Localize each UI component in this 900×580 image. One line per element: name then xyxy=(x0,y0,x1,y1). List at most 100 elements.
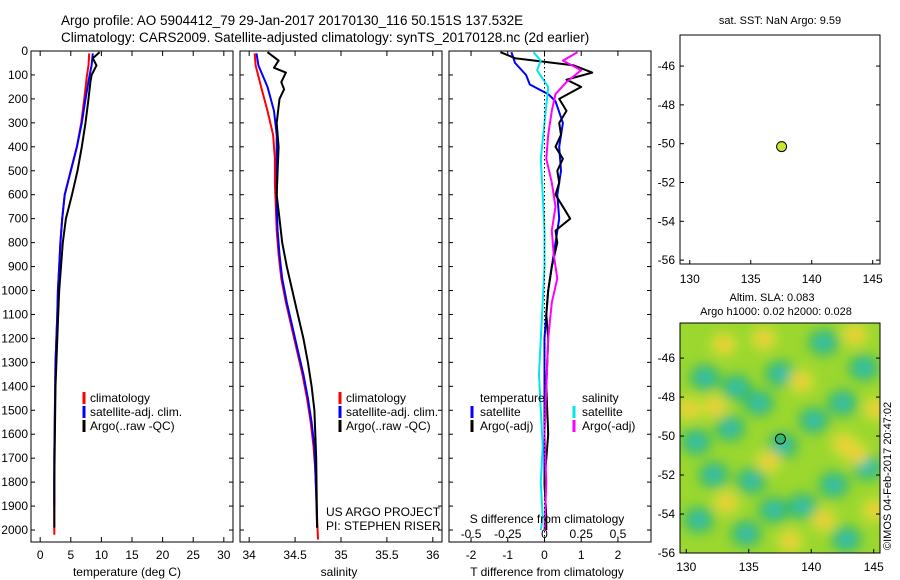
legend-argo-label: Argo(..raw -QC) xyxy=(346,419,431,433)
depth-tick-label: 1400 xyxy=(1,379,28,393)
depth-tick-label: 1500 xyxy=(1,403,28,417)
depth-tick-label: 800 xyxy=(8,236,28,250)
temperature-xtick-label: 0 xyxy=(37,548,44,562)
altimetry-plot-frame xyxy=(679,322,881,554)
sla-low-core xyxy=(744,474,759,487)
sla-low-core xyxy=(691,513,706,526)
temperature-xtick-label: 5 xyxy=(67,548,74,562)
axes-ticks: 0 5 10 15 20 25 30 34 34.5 35 35.5 36 -2 -1 0 1 2 -0.5 -0.… xyxy=(31,50,884,574)
altimetry-ytick-label: -50 xyxy=(658,429,676,443)
legend-satellite-label: satellite-adj. clim. xyxy=(90,405,182,419)
legend-s-satellite-label: satellite xyxy=(582,405,623,419)
difference-top-tick-label: 0 xyxy=(541,527,548,541)
difference-xtick-label: 2 xyxy=(615,548,622,562)
position-ytick-label: -46 xyxy=(658,59,676,73)
sla-high-core xyxy=(721,497,732,508)
sla-low-core xyxy=(839,533,854,546)
sla-high-core xyxy=(758,333,769,344)
altimetry-position-fill xyxy=(776,434,785,443)
depth-tick-label: 500 xyxy=(8,164,28,178)
position-ytick-label: -52 xyxy=(658,175,676,189)
depth-tick-label: 1600 xyxy=(1,427,28,441)
altimetry-xtick-label: 145 xyxy=(864,560,884,574)
position-ytick-label: -56 xyxy=(658,253,676,267)
sla-high-core xyxy=(796,376,807,387)
legend-climatology-label: climatology xyxy=(90,391,150,405)
salinity-line-satellite-adj-clim- xyxy=(255,53,319,528)
difference-xtick-label: -1 xyxy=(502,548,513,562)
depth-tick-label: 1700 xyxy=(1,451,28,465)
difference-xlabel: T difference from climatology xyxy=(470,565,624,579)
altimetry-xtick-label: 130 xyxy=(676,560,696,574)
difference-xtick-label: 1 xyxy=(578,548,585,562)
difference-legend: temperature satellite Argo(-adj) salinit… xyxy=(470,391,635,433)
sla-high-core xyxy=(785,536,795,547)
depth-tick-label: 900 xyxy=(8,260,28,274)
sla-high-core xyxy=(851,448,862,459)
altimetry-xtick-label: 135 xyxy=(739,560,759,574)
sla-high-core xyxy=(818,514,829,525)
position-ytick-label: -54 xyxy=(658,214,676,228)
temperature-xtick-label: 25 xyxy=(187,548,201,562)
temperature-xtick-label: 30 xyxy=(217,548,231,562)
sla-low-core xyxy=(773,367,787,380)
depth-tick-label: 1900 xyxy=(1,499,28,513)
difference-line-s-satellite xyxy=(532,51,550,531)
position-xtick-label: 140 xyxy=(802,272,822,286)
position-xtick-label: 145 xyxy=(863,272,883,286)
altimetry-ytick-label: -52 xyxy=(658,468,676,482)
sla-low-core xyxy=(689,435,704,448)
sla-low-core xyxy=(835,396,850,409)
salinity-line-argo-raw-qc- xyxy=(266,51,319,528)
difference-plot-frame xyxy=(448,50,652,543)
depth-tick-label: 1000 xyxy=(1,284,28,298)
temperature-xtick-label: 20 xyxy=(156,548,170,562)
sla-high-core xyxy=(763,456,774,467)
altimetry-ytick-label: -48 xyxy=(658,390,676,404)
difference-series xyxy=(500,51,594,531)
salinity-legend: climatology satellite-adj. clim. Argo(..… xyxy=(326,391,441,533)
salinity-xlabel: salinity xyxy=(321,565,358,579)
sla-high-core xyxy=(838,438,849,449)
salinity-xtick-label: 35.5 xyxy=(375,548,399,562)
position-xtick-label: 130 xyxy=(680,272,700,286)
depth-tick-label: 600 xyxy=(8,188,28,202)
sla-low-core xyxy=(795,500,810,513)
legend-t-argo-label: Argo(-adj) xyxy=(480,419,533,433)
sla-low-core xyxy=(751,396,766,409)
altimetry-ytick-label: -54 xyxy=(658,507,676,521)
legend-satellite-label: satellite-adj. clim. xyxy=(346,405,438,419)
sla-high-core xyxy=(870,505,880,516)
header-line2: Climatology: CARS2009. Satellite-adjuste… xyxy=(61,30,589,45)
salinity-xtick-label: 35 xyxy=(334,548,348,562)
salinity-series xyxy=(253,51,319,540)
project-annotation: US ARGO PROJECT xyxy=(326,505,441,519)
depth-tick-label: 300 xyxy=(8,116,28,130)
temperature-xlabel: temperature (deg C) xyxy=(73,565,181,579)
depth-tick-label: 700 xyxy=(8,212,28,226)
temperature-xtick-label: 10 xyxy=(95,548,109,562)
sla-high-core xyxy=(718,339,729,350)
depth-tick-label: 200 xyxy=(8,92,28,106)
difference-top-xlabel: S difference from climatology xyxy=(470,512,625,526)
sla-low-core xyxy=(860,461,875,474)
argo-position-marker xyxy=(776,141,788,153)
depth-tick-label: 1800 xyxy=(1,475,28,489)
temperature-plot-frame xyxy=(30,50,234,543)
position-ytick-label: -50 xyxy=(658,137,676,151)
difference-top-tick-label: 0.25 xyxy=(570,527,594,541)
position-title: sat. SST: NaN Argo: 9.59 xyxy=(719,15,841,27)
altimetry-ytick-label: -56 xyxy=(658,546,676,560)
altimetry-field xyxy=(680,323,880,553)
sla-high-core xyxy=(683,403,694,414)
header-line1: Argo profile: AO 5904412_79 29-Jan-2017 … xyxy=(61,13,523,28)
salinity-xtick-label: 34 xyxy=(243,548,257,562)
temperature-series xyxy=(53,51,101,535)
legend-t-satellite-label: satellite xyxy=(480,405,521,419)
imos-watermark: ©IMOS 04-Feb-2017 20:47:02 xyxy=(882,402,894,550)
depth-tick-label: 100 xyxy=(8,68,28,82)
difference-top-tick-label: 0.5 xyxy=(610,527,627,541)
sla-low-core xyxy=(739,527,754,540)
sla-low-core xyxy=(806,414,821,427)
